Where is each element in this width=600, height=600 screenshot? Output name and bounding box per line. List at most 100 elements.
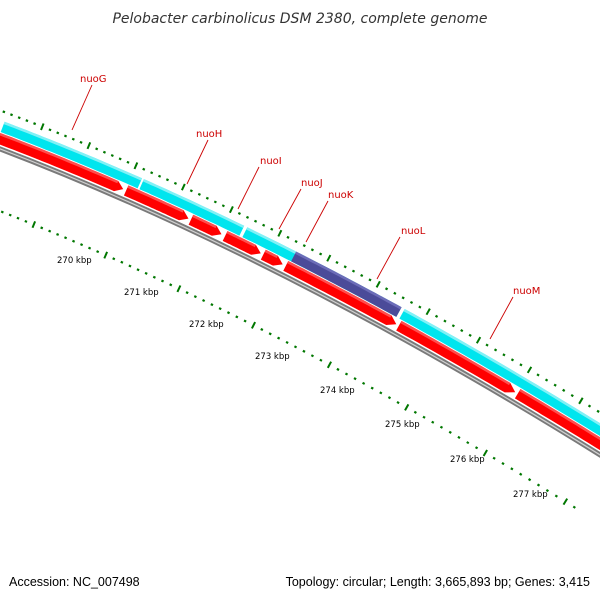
minor-tick	[562, 388, 566, 392]
minor-tick	[319, 252, 323, 256]
minor-tick	[401, 296, 405, 300]
cds-track	[0, 121, 600, 437]
minor-tick	[9, 113, 14, 117]
kbp-label: 272 kbp	[189, 320, 224, 330]
minor-tick	[527, 478, 532, 482]
kbp-label: 277 kbp	[513, 490, 548, 500]
minor-tick	[460, 328, 464, 333]
minor-tick	[379, 391, 383, 395]
minor-tick	[351, 269, 356, 273]
gene-label-nuoj: nuoJ	[301, 178, 323, 189]
gene-label-line	[186, 139, 209, 185]
minor-tick	[185, 291, 189, 295]
minor-tick	[270, 227, 274, 231]
minor-tick	[79, 140, 83, 144]
minor-tick	[126, 160, 130, 164]
map-title: Pelobacter carbinolicus DSM 2380, comple…	[112, 11, 487, 27]
minor-tick	[24, 219, 28, 223]
kbp-label: 270 kbp	[57, 256, 92, 266]
gene-arrow	[260, 249, 283, 266]
major-tick	[375, 280, 381, 288]
major-tick	[277, 229, 283, 237]
major-tick	[228, 205, 234, 214]
minor-tick	[25, 119, 29, 123]
minor-tick	[268, 332, 272, 336]
minor-tick	[457, 435, 461, 440]
major-tick	[103, 251, 109, 259]
minor-tick	[17, 116, 21, 120]
cds-segment	[0, 121, 143, 189]
major-tick	[578, 397, 584, 405]
gene-label-nuol: nuoL	[401, 226, 426, 237]
minor-tick	[501, 461, 505, 466]
minor-tick	[310, 354, 314, 358]
minor-tick	[237, 211, 241, 215]
minor-tick	[48, 229, 52, 233]
minor-tick	[213, 200, 217, 204]
tick-rings	[0, 110, 600, 509]
minor-tick	[466, 441, 470, 445]
gene-label-nuog: nuoG	[80, 74, 107, 85]
minor-tick	[40, 226, 44, 230]
minor-tick	[413, 410, 417, 414]
gene-arrow	[188, 214, 222, 236]
minor-tick	[587, 404, 592, 408]
minor-tick	[71, 137, 75, 141]
minor-tick	[439, 425, 444, 429]
minor-tick	[8, 213, 12, 217]
minor-tick	[554, 494, 558, 498]
minor-tick	[293, 345, 298, 349]
minor-tick	[396, 400, 400, 405]
minor-tick	[519, 363, 523, 367]
minor-tick	[96, 250, 100, 254]
gene-label-nuok: nuoK	[328, 190, 354, 201]
kbp-label: 273 kbp	[255, 352, 290, 362]
minor-tick	[48, 128, 52, 132]
minor-tick	[393, 291, 397, 295]
minor-tick	[189, 189, 193, 193]
minor-tick	[33, 122, 37, 126]
minor-tick	[243, 319, 247, 323]
minor-tick	[434, 314, 439, 318]
minor-tick	[210, 303, 214, 307]
minor-tick	[387, 396, 392, 400]
minor-tick	[422, 415, 426, 419]
gene-label-nuom: nuoM	[513, 286, 540, 297]
minor-tick	[118, 157, 122, 161]
gene-label-nuoh: nuoH	[196, 129, 222, 140]
minor-tick	[302, 349, 306, 353]
minor-tick	[160, 279, 165, 283]
major-tick	[482, 449, 488, 457]
cds-segment	[139, 179, 245, 236]
minor-tick	[260, 327, 264, 332]
minor-tick	[56, 131, 60, 135]
kbp-label: 271 kbp	[124, 288, 159, 298]
minor-tick	[136, 268, 140, 272]
minor-tick	[128, 264, 132, 268]
minor-tick	[468, 333, 472, 337]
minor-tick	[451, 324, 455, 328]
gene-label-nuoi: nuoI	[260, 156, 282, 167]
minor-tick	[285, 340, 289, 344]
minor-tick	[409, 300, 414, 304]
minor-tick	[142, 167, 146, 171]
minor-tick	[64, 236, 68, 240]
highlighted-cds-segment	[291, 251, 402, 317]
minor-tick	[158, 174, 162, 178]
minor-tick	[245, 215, 250, 219]
minor-tick	[72, 239, 76, 243]
minor-tick	[596, 409, 600, 413]
minor-tick	[443, 319, 447, 323]
gene-label-line	[278, 188, 302, 230]
genome-summary-label: Topology: circular; Length: 3,665,893 bp…	[286, 575, 590, 589]
minor-tick	[165, 178, 169, 182]
major-tick	[133, 162, 139, 170]
minor-tick	[344, 372, 349, 376]
gene-arrow	[283, 261, 397, 325]
kbp-label: 276 kbp	[450, 455, 485, 465]
minor-tick	[544, 378, 549, 382]
gene-label-line	[489, 296, 514, 340]
minor-tick	[431, 420, 435, 424]
minor-tick	[448, 430, 452, 434]
minor-tick	[254, 219, 258, 223]
